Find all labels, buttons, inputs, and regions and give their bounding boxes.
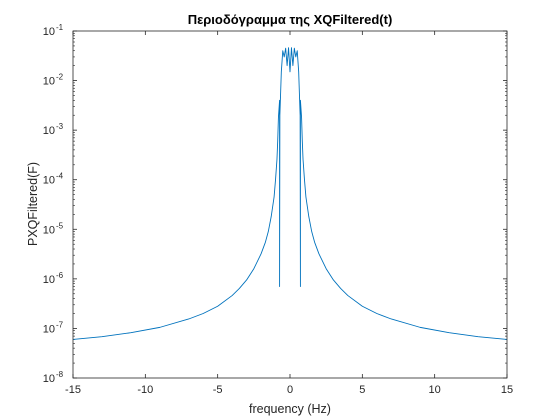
x-tick-label: -5 xyxy=(213,384,223,396)
x-tick-label: 10 xyxy=(429,384,441,396)
y-tick-label: 10 xyxy=(43,26,55,38)
plot-axes: -15 -10 -5 0 5 10 15 10 -810 -710 -610 -510 -410 -31… xyxy=(43,23,513,396)
y-tick-label-exponent: -6 xyxy=(56,271,64,280)
y-axis-label: PXQFiltered(F) xyxy=(26,162,40,246)
y-tick-label: 10 xyxy=(43,373,55,385)
series-line xyxy=(72,47,508,340)
series-layer xyxy=(72,47,508,340)
plot-area xyxy=(73,31,507,378)
x-tick-label: -15 xyxy=(65,384,81,396)
y-tick-label: 10 xyxy=(43,323,55,335)
x-tick-label: 0 xyxy=(287,384,293,396)
chart-title: Περιοδόγραμμα της XQFiltered(t) xyxy=(188,12,393,27)
y-tick-label: 10 xyxy=(43,224,55,236)
x-tick-label: -10 xyxy=(137,384,153,396)
y-tick-label-exponent: -5 xyxy=(56,221,64,230)
y-tick-label-exponent: -1 xyxy=(56,23,64,32)
x-axis-label: frequency (Hz) xyxy=(249,402,331,416)
y-tick-label: 10 xyxy=(43,175,55,187)
y-tick-label: 10 xyxy=(43,125,55,137)
y-tick-label-exponent: -3 xyxy=(56,122,64,131)
x-tick-label: 5 xyxy=(359,384,365,396)
y-tick-label-exponent: -7 xyxy=(56,320,64,329)
y-tick-label: 10 xyxy=(43,76,55,88)
y-tick-label-exponent: -8 xyxy=(56,370,64,379)
y-tick-label: 10 xyxy=(43,274,55,286)
x-tick-label: 15 xyxy=(501,384,513,396)
y-tick-label-exponent: -4 xyxy=(56,172,64,181)
y-tick-label-exponent: -2 xyxy=(56,73,64,82)
axes-box xyxy=(72,30,508,379)
